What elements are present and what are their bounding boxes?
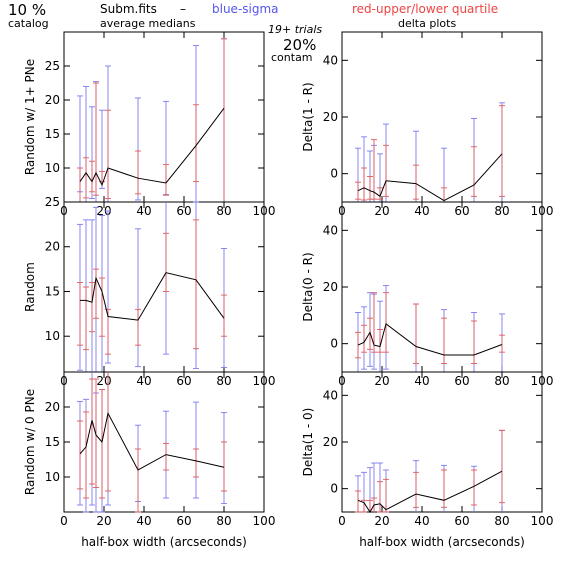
y-tick-label: 15 — [45, 435, 60, 449]
x-tick-label: 20 — [374, 374, 389, 388]
x-tick-label: 40 — [136, 204, 151, 218]
x-tick-label: 60 — [176, 204, 191, 218]
x-tick-label: 40 — [414, 204, 429, 218]
x-tick-label: 60 — [454, 204, 469, 218]
x-tick-label: 20 — [374, 514, 389, 528]
x-tick-label: 80 — [216, 514, 231, 528]
median-line — [357, 153, 503, 202]
y-axis-label: Random w/ 0 PNe — [23, 389, 37, 495]
y-tick-label: 20 — [45, 93, 60, 107]
plot-frame — [341, 201, 543, 373]
x-tick-label: 80 — [494, 514, 509, 528]
x-tick-label: 0 — [338, 514, 346, 528]
plot-frame — [63, 201, 265, 373]
y-tick-label: 0 — [330, 482, 338, 496]
median-line — [357, 322, 503, 356]
x-tick-label: 100 — [253, 514, 276, 528]
panel-left-3 — [63, 371, 265, 513]
panel-right-3 — [341, 371, 543, 513]
header-delta-plots: delta plots — [398, 17, 456, 30]
x-axis-label: half-box width (arcseconds) — [359, 535, 525, 549]
y-tick-label: 10 — [45, 329, 60, 343]
x-tick-label: 20 — [374, 204, 389, 218]
x-tick-label: 80 — [494, 204, 509, 218]
x-tick-label: 40 — [414, 514, 429, 528]
y-tick-label: 10 — [45, 470, 60, 484]
y-tick-label: 20 — [45, 400, 60, 414]
y-axis-label: Random — [23, 262, 37, 312]
y-tick-label: 25 — [45, 59, 60, 73]
y-tick-label: 10 — [45, 161, 60, 175]
y-tick-label: 15 — [45, 284, 60, 298]
y-tick-label: 0 — [330, 167, 338, 181]
median-line — [79, 107, 225, 187]
y-tick-label: 40 — [323, 223, 338, 237]
x-tick-label: 60 — [176, 514, 191, 528]
header-average-medians: average medians — [100, 17, 196, 30]
y-tick-label: 20 — [323, 435, 338, 449]
x-tick-label: 40 — [136, 374, 151, 388]
x-tick-label: 80 — [216, 204, 231, 218]
y-axis-label: Random w/ 1+ PNe — [23, 59, 37, 175]
plot-frame — [341, 371, 543, 513]
x-tick-label: 60 — [454, 514, 469, 528]
median-line — [80, 272, 225, 321]
header-catalog: catalog — [8, 17, 49, 30]
y-tick-label: 40 — [323, 53, 338, 67]
x-tick-label: 60 — [176, 374, 191, 388]
y-tick-label: 20 — [45, 240, 60, 254]
header-filename: Subm.fits — [100, 2, 157, 16]
panel-left-1 — [63, 31, 265, 203]
x-tick-label: 80 — [216, 374, 231, 388]
y-tick-label: 15 — [45, 127, 60, 141]
median-line — [357, 470, 503, 513]
panel-left-2 — [63, 201, 265, 373]
y-tick-label: 25 — [45, 195, 60, 209]
y-tick-label: 20 — [323, 280, 338, 294]
legend-blue-sigma: blue-sigma — [212, 2, 279, 16]
x-axis-label: half-box width (arcseconds) — [81, 535, 247, 549]
y-axis-label: Delta(1 - R) — [301, 82, 315, 151]
header-dash: – — [180, 2, 186, 16]
legend-red-quartile: red-upper/lower quartile — [352, 2, 498, 16]
x-tick-label: 40 — [136, 514, 151, 528]
panel-right-2 — [341, 201, 543, 373]
header-trials: 19+ trials — [268, 23, 322, 36]
y-tick-label: 0 — [330, 337, 338, 351]
header-percent: 10 % — [8, 1, 46, 19]
header-contam: contam — [271, 51, 313, 64]
x-tick-label: 80 — [494, 374, 509, 388]
x-tick-label: 20 — [96, 514, 111, 528]
median-line — [79, 411, 225, 471]
x-tick-label: 0 — [60, 514, 68, 528]
y-tick-label: 40 — [323, 388, 338, 402]
x-tick-label: 60 — [454, 374, 469, 388]
y-axis-label: Delta(0 - R) — [301, 252, 315, 321]
y-tick-label: 20 — [323, 110, 338, 124]
x-tick-label: 100 — [531, 514, 554, 528]
header-contam-percent: 20% — [283, 36, 316, 54]
panel-right-1 — [341, 31, 543, 203]
x-tick-label: 40 — [414, 374, 429, 388]
y-axis-label: Delta(1 - 0) — [301, 408, 315, 477]
